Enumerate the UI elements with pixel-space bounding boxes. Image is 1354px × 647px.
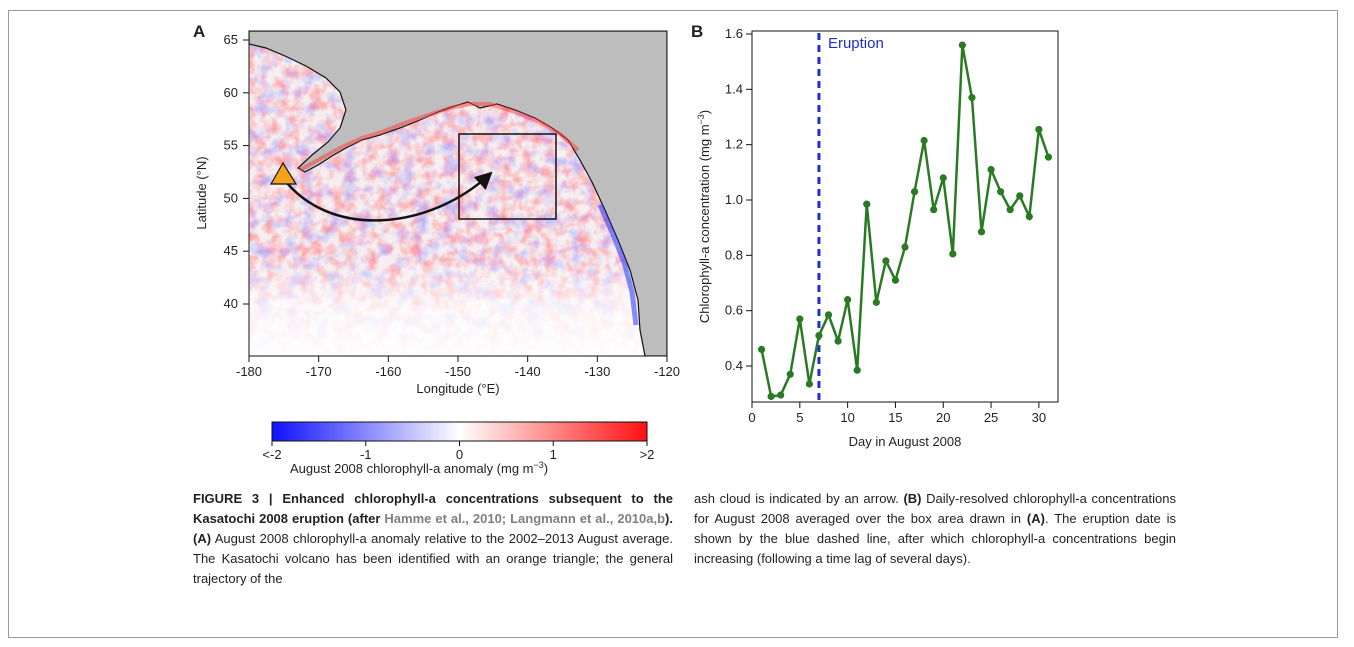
caption-b-label: (B) xyxy=(903,491,922,506)
colorbar-tick-label: <-2 xyxy=(262,447,281,462)
coastal-blue-band xyxy=(597,203,639,326)
caption-reference[interactable]: Hamme et al., 2010; Langmann et al., 201… xyxy=(384,511,666,526)
figure-frame xyxy=(8,10,1338,638)
coastal-anomaly-band xyxy=(299,102,580,172)
colorbar-tick-label: 1 xyxy=(550,447,557,462)
panel-b-letter: B xyxy=(691,22,704,41)
colorbar-ticks: <-2 -1 0 1 >2 xyxy=(262,441,654,462)
map-field xyxy=(249,31,667,356)
map-x-tick-label: -180 xyxy=(236,364,262,379)
map-x-tick-label: -120 xyxy=(654,364,680,379)
map-y-tick-label: 40 xyxy=(224,296,238,311)
caption-a-label: (A) xyxy=(193,531,212,546)
map-y-tick-label: 55 xyxy=(224,138,238,153)
colorbar-tick-label: -1 xyxy=(360,447,372,462)
map-x-tick-label: -130 xyxy=(584,364,610,379)
average-box xyxy=(458,133,557,220)
map-y-tick-label: 50 xyxy=(224,190,238,205)
colorbar xyxy=(271,421,648,442)
caption-title-1: FIGURE 3 | Enhanced chlorophyll-a concen… xyxy=(193,491,673,526)
caption-a-text: August 2008 chlorophyll-a anomaly relati… xyxy=(193,531,673,586)
caption-b-text: Daily-resolved chlorophyll-a concentrati… xyxy=(694,491,1176,526)
caption-b-text-2: . The eruption date is shown by the blue… xyxy=(694,511,1176,566)
map-x-axis: -180 -170 -160 -150 -140 -130 -120 xyxy=(236,356,680,379)
caption-a-label-2: (A) xyxy=(1026,511,1045,526)
map-x-tick-label: -160 xyxy=(375,364,401,379)
caption-right: ash cloud is indicated by an arrow. (B) … xyxy=(694,489,1176,569)
panel-a-letter: A xyxy=(193,22,206,41)
map-x-label: Longitude (°E) xyxy=(416,381,499,396)
caption-title-2: ). xyxy=(665,511,673,526)
colorbar-tick-label: >2 xyxy=(640,447,655,462)
volcano-triangle-icon xyxy=(269,161,298,185)
map-y-label: Latitude (°N) xyxy=(194,156,209,229)
colorbar-tick-label: 0 xyxy=(456,447,463,462)
map-y-tick-label: 45 xyxy=(224,243,238,258)
map-x-tick-label: -170 xyxy=(306,364,332,379)
map-y-axis: 65 60 55 50 45 40 xyxy=(224,32,249,311)
colorbar-label: August 2008 chlorophyll-a anomaly (mg m−… xyxy=(290,460,548,476)
map-x-tick-label: -150 xyxy=(445,364,471,379)
caption-right-1: ash cloud is indicated by an arrow. xyxy=(694,491,904,506)
caption-left: FIGURE 3 | Enhanced chlorophyll-a concen… xyxy=(193,489,673,589)
map-y-tick-label: 60 xyxy=(224,85,238,100)
ash-trajectory-arrow xyxy=(282,171,493,222)
map-y-tick-label: 65 xyxy=(224,32,238,47)
map-x-tick-label: -140 xyxy=(515,364,541,379)
